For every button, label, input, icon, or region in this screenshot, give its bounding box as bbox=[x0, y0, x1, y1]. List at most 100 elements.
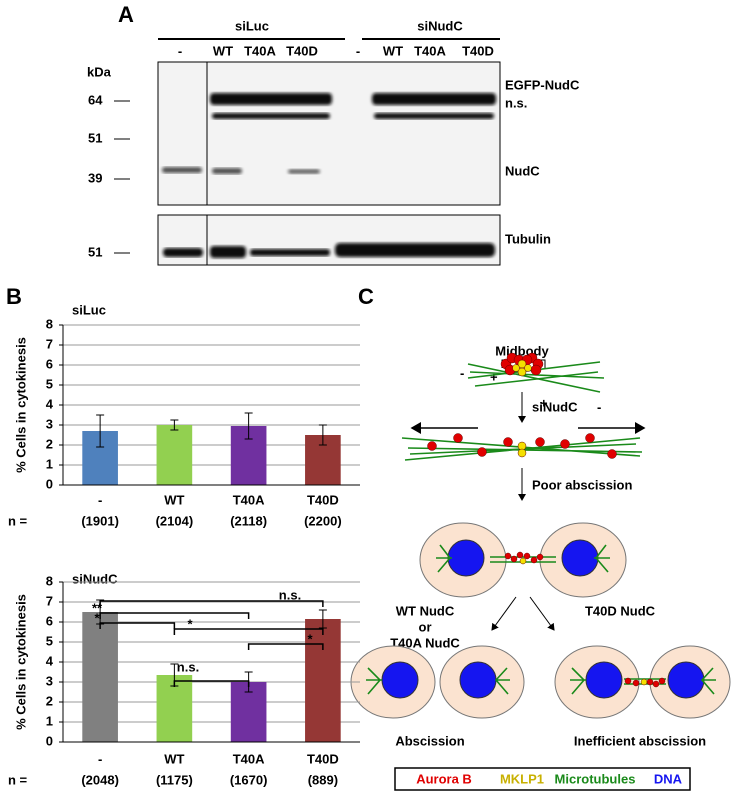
band bbox=[210, 93, 332, 105]
pole-sign: + bbox=[490, 369, 498, 384]
band bbox=[212, 168, 242, 174]
x-tick-label: - bbox=[98, 492, 102, 507]
band-label: NudC bbox=[505, 163, 540, 178]
legend-label: Microtubules bbox=[555, 771, 636, 786]
significance-label: * bbox=[187, 616, 193, 631]
pole-sign: - bbox=[460, 365, 464, 380]
n-value: (889) bbox=[308, 772, 338, 787]
microtubules bbox=[366, 667, 510, 695]
lane-label: T40D bbox=[286, 43, 318, 58]
y-tick-label: 0 bbox=[46, 476, 53, 491]
group-label: siLuc bbox=[235, 18, 269, 33]
band-label: Tubulin bbox=[505, 231, 551, 246]
y-tick-label: 4 bbox=[46, 396, 54, 411]
significance-label: n.s. bbox=[279, 587, 301, 602]
band bbox=[374, 113, 494, 119]
bar bbox=[82, 612, 118, 742]
y-tick-label: 5 bbox=[46, 633, 53, 648]
step-label: siNudC bbox=[532, 399, 578, 414]
arrow bbox=[491, 596, 517, 631]
condition-label: WT NudC bbox=[396, 603, 455, 618]
legend-box bbox=[394, 767, 691, 791]
protein-dot bbox=[453, 433, 463, 443]
y-tick-label: 7 bbox=[46, 593, 53, 608]
significance-bracket bbox=[173, 628, 324, 635]
protein-dot bbox=[512, 364, 520, 372]
significance-label: * bbox=[307, 631, 313, 646]
x-tick-label: WT bbox=[164, 492, 184, 507]
pole-sign: + bbox=[540, 395, 548, 410]
protein-dot bbox=[519, 557, 527, 565]
n-label: n = bbox=[8, 513, 28, 528]
arrow bbox=[529, 596, 555, 631]
protein-dot bbox=[427, 441, 437, 451]
protein-dot bbox=[477, 447, 487, 457]
protein-dot bbox=[516, 551, 524, 559]
n-value: (2104) bbox=[156, 513, 194, 528]
y-tick-label: 3 bbox=[46, 673, 53, 688]
lane-label: WT bbox=[213, 43, 233, 58]
protein-dot bbox=[517, 448, 527, 458]
blot bbox=[157, 214, 501, 266]
nucleus bbox=[459, 661, 497, 699]
x-tick-label: - bbox=[98, 751, 102, 766]
significance-bracket bbox=[99, 612, 250, 619]
n-value: (2048) bbox=[81, 772, 119, 787]
panel-label: B bbox=[6, 284, 22, 309]
legend-label: Aurora B bbox=[416, 771, 472, 786]
protein-dot bbox=[658, 677, 666, 685]
marker-label: 51 bbox=[88, 244, 102, 259]
x-tick-label: T40D bbox=[307, 751, 339, 766]
chart-title: siLuc bbox=[72, 302, 106, 317]
lane-label: WT bbox=[383, 43, 403, 58]
band bbox=[288, 169, 320, 174]
blot bbox=[157, 61, 501, 206]
n-value: (2118) bbox=[230, 513, 267, 528]
marker-label: 64 bbox=[88, 92, 103, 107]
significance-label: * bbox=[94, 610, 100, 625]
protein-dot bbox=[652, 680, 660, 688]
protein-dot bbox=[646, 678, 654, 686]
lane-label: T40A bbox=[414, 43, 446, 58]
significance-bracket bbox=[247, 643, 324, 650]
pole-sign: - bbox=[597, 399, 601, 414]
significance-bracket bbox=[99, 600, 324, 607]
protein-dot bbox=[524, 364, 532, 372]
lane-label: T40A bbox=[244, 43, 276, 58]
y-tick-label: 4 bbox=[46, 653, 54, 668]
condition-label: or bbox=[419, 619, 432, 634]
protein-dot bbox=[624, 677, 632, 685]
n-value: (1670) bbox=[230, 772, 268, 787]
microtubules bbox=[436, 544, 610, 573]
panel-label: C bbox=[358, 284, 374, 309]
marker-label: 51 bbox=[88, 130, 102, 145]
protein-dot bbox=[523, 552, 531, 560]
band-label: n.s. bbox=[505, 95, 527, 110]
protein-dot bbox=[503, 437, 513, 447]
band bbox=[162, 167, 202, 173]
y-tick-label: 6 bbox=[46, 356, 53, 371]
significance-bracket bbox=[99, 622, 176, 629]
protein-dot bbox=[640, 678, 648, 686]
protein-dot bbox=[530, 556, 538, 564]
protein-dot bbox=[632, 679, 640, 687]
bar bbox=[305, 619, 341, 742]
y-tick-label: 0 bbox=[46, 733, 53, 748]
y-tick-label: 6 bbox=[46, 613, 53, 628]
condition-label: T40D NudC bbox=[585, 603, 656, 618]
significance-label: n.s. bbox=[177, 659, 199, 674]
y-tick-label: 1 bbox=[46, 713, 53, 728]
nucleus bbox=[561, 539, 599, 577]
panel-label: A bbox=[118, 2, 134, 27]
y-tick-label: 2 bbox=[46, 693, 53, 708]
band bbox=[372, 93, 496, 105]
microtubules bbox=[570, 667, 716, 695]
nucleus bbox=[381, 661, 419, 699]
legend-label: DNA bbox=[654, 771, 683, 786]
nucleus bbox=[447, 539, 485, 577]
n-value: (1901) bbox=[81, 513, 119, 528]
marker-label: 39 bbox=[88, 170, 102, 185]
band bbox=[163, 248, 203, 257]
protein-dot bbox=[530, 364, 542, 376]
